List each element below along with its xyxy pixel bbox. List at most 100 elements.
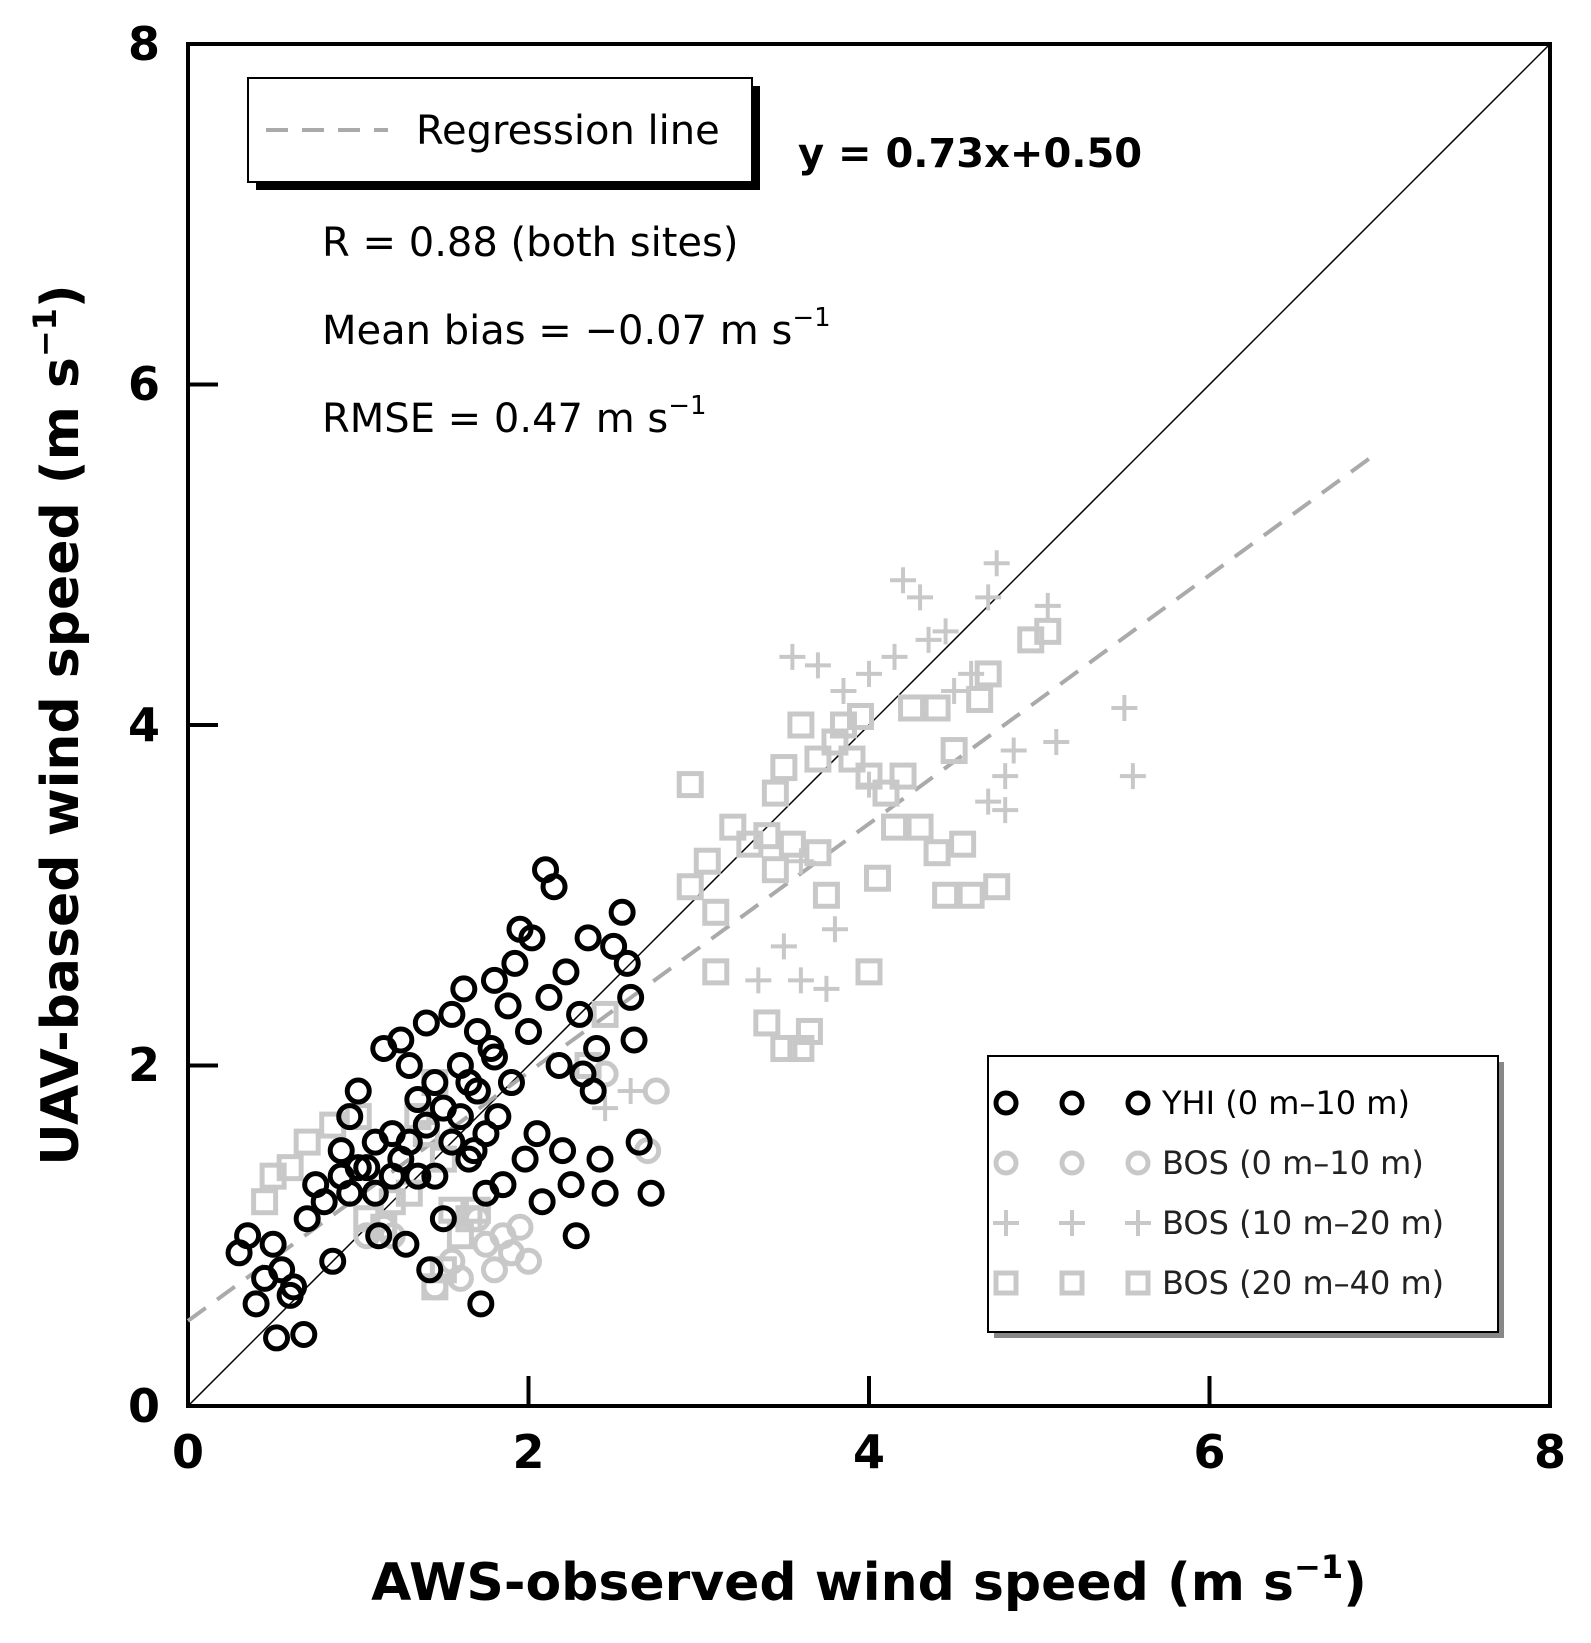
data-point xyxy=(753,1009,781,1037)
data-point xyxy=(761,856,789,884)
data-point xyxy=(617,1078,644,1105)
data-point xyxy=(319,1247,347,1275)
data-point xyxy=(535,983,563,1011)
y-axis-title-sup: −1 xyxy=(26,308,64,357)
data-point xyxy=(932,618,959,645)
legend-row: BOS (10 m–20 m) xyxy=(993,1204,1444,1242)
data-point xyxy=(975,788,1002,815)
data-point xyxy=(923,839,951,867)
data-point xyxy=(515,1017,542,1045)
data-point xyxy=(344,1103,372,1131)
stat-bias: Mean bias = −0.07 m s−1 xyxy=(322,303,831,354)
legend-row: BOS (20 m–40 m) xyxy=(993,1264,1444,1302)
data-point xyxy=(821,916,848,943)
x-axis-title-main: AWS-observed wind speed (m s xyxy=(371,1553,1294,1613)
data-point xyxy=(770,933,797,960)
data-point xyxy=(438,1128,466,1156)
regression-legend-box xyxy=(247,77,753,183)
data-point xyxy=(480,966,508,994)
data-point xyxy=(804,839,832,867)
x-tick-label-8: 8 xyxy=(1534,1425,1566,1479)
y-tick-label-8: 8 xyxy=(128,17,160,71)
data-point xyxy=(608,898,636,926)
data-point xyxy=(813,975,840,1002)
data-point xyxy=(416,1256,444,1284)
data-point xyxy=(992,797,1019,824)
data-point xyxy=(778,830,806,858)
x-tick-label-0: 0 xyxy=(172,1425,204,1479)
data-point xyxy=(856,771,882,798)
data-point xyxy=(263,1324,291,1352)
data-point xyxy=(1119,763,1146,790)
data-point xyxy=(455,1145,483,1173)
data-point xyxy=(592,1095,619,1122)
data-point xyxy=(540,873,568,901)
data-point xyxy=(923,694,951,722)
data-point xyxy=(846,702,874,730)
data-point xyxy=(719,813,747,841)
data-point xyxy=(915,626,942,653)
data-point xyxy=(421,1273,449,1301)
x-tick-label-6: 6 xyxy=(1193,1425,1225,1479)
legend-label: YHI (0 m–10 m) xyxy=(1161,1084,1410,1122)
data-point xyxy=(787,967,814,994)
x-axis-title-sup: −1 xyxy=(1294,1548,1343,1586)
data-point xyxy=(889,762,917,790)
data-point xyxy=(310,1188,338,1216)
legend-marker xyxy=(1125,1090,1151,1116)
data-point xyxy=(494,992,522,1020)
data-point xyxy=(583,1034,611,1062)
data-point xyxy=(395,1052,423,1079)
legend-row: YHI (0 m–10 m) xyxy=(993,1084,1410,1122)
data-point xyxy=(830,677,857,704)
data-point xyxy=(276,1154,304,1182)
data-point xyxy=(549,1137,577,1165)
x-axis: 0 2 4 6 8 xyxy=(172,1376,1566,1479)
data-point xyxy=(1000,737,1027,764)
data-point xyxy=(361,1128,389,1156)
series-yhi-0 xyxy=(225,856,665,1352)
data-point xyxy=(234,1222,262,1250)
stat-rmse-sup: −1 xyxy=(668,391,706,421)
y-axis-title-end: ) xyxy=(31,284,91,308)
stat-bias-sup: −1 xyxy=(792,303,830,333)
data-point xyxy=(864,864,892,892)
data-point xyxy=(941,677,968,704)
data-point xyxy=(438,1000,466,1028)
legend-marker xyxy=(1125,1210,1151,1236)
data-point xyxy=(1034,617,1062,645)
data-point xyxy=(642,1077,670,1105)
data-point xyxy=(787,711,815,739)
data-point xyxy=(392,1230,420,1258)
data-point xyxy=(574,924,602,952)
data-point xyxy=(518,924,546,952)
legend-row: BOS (0 m–10 m) xyxy=(993,1144,1424,1182)
data-point xyxy=(336,1103,364,1131)
data-point xyxy=(463,1205,491,1233)
data-point xyxy=(463,1017,491,1045)
data-point xyxy=(753,822,781,850)
data-point xyxy=(804,745,832,773)
series-legend-rows: YHI (0 m–10 m) BOS (0 m–10 m) BOS (10 m–20… xyxy=(993,1084,1444,1302)
y-tick-label-0: 0 xyxy=(128,1379,160,1433)
data-point xyxy=(1043,729,1070,756)
regression-legend: Regression line xyxy=(247,77,760,190)
data-point xyxy=(620,1026,648,1054)
data-point xyxy=(472,1179,500,1207)
data-point xyxy=(467,1290,495,1318)
data-point xyxy=(957,881,985,909)
data-point xyxy=(293,1128,321,1156)
data-point xyxy=(881,813,909,841)
y-tick-label-2: 2 xyxy=(128,1038,160,1092)
legend-label: BOS (0 m–10 m) xyxy=(1162,1144,1424,1182)
data-point xyxy=(557,1171,585,1199)
data-point xyxy=(804,652,831,679)
data-point xyxy=(983,873,1011,901)
data-point xyxy=(412,1111,440,1139)
y-tick-label-6: 6 xyxy=(128,357,160,411)
data-point xyxy=(702,898,730,926)
stat-bias-main: Mean bias = −0.07 m s xyxy=(322,308,792,354)
data-point xyxy=(591,1000,619,1028)
data-point xyxy=(787,848,814,875)
data-point xyxy=(770,1034,798,1062)
